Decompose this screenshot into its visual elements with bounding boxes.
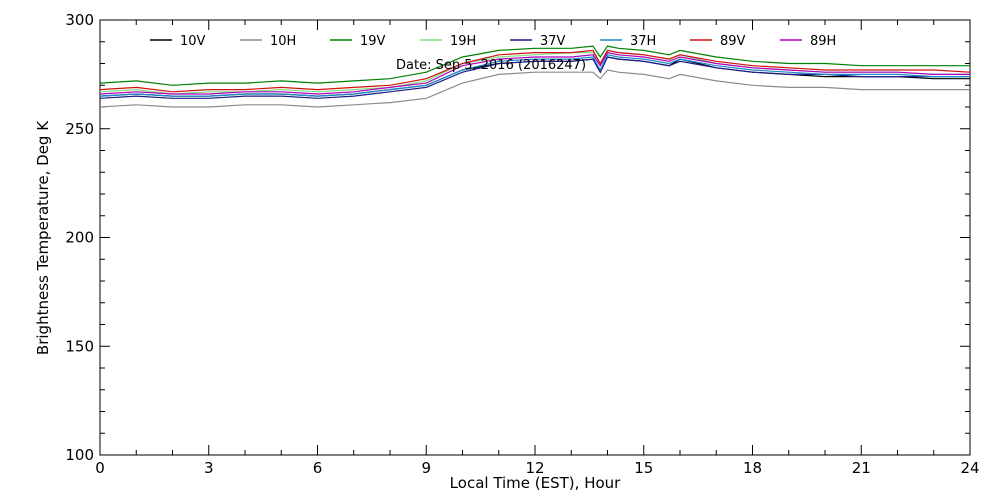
x-tick-label: 9 xyxy=(421,459,431,477)
x-axis-label: Local Time (EST), Hour xyxy=(450,474,621,492)
x-tick-label: 12 xyxy=(525,459,544,477)
legend-label-37v: 37V xyxy=(540,34,566,49)
series-line-89h xyxy=(99,51,970,95)
x-tick-label: 24 xyxy=(960,459,979,477)
x-tick-label: 18 xyxy=(743,459,762,477)
y-axis-label: Brightness Temperature, Deg K xyxy=(34,120,52,355)
series-line-89v xyxy=(99,49,971,93)
y-tick-label: 200 xyxy=(65,229,94,247)
y-tick-label: 250 xyxy=(65,120,94,138)
x-tick-label: 3 xyxy=(204,459,214,477)
legend-label-89h: 89H xyxy=(810,34,836,49)
legend-label-37h: 37H xyxy=(630,34,656,49)
legend-label-10v: 10V xyxy=(180,34,206,49)
y-tick-label: 100 xyxy=(65,446,94,464)
x-tick-label: 0 xyxy=(95,459,105,477)
x-tick-label: 15 xyxy=(634,459,653,477)
y-tick-label: 150 xyxy=(65,337,94,355)
series-line-10h xyxy=(99,69,970,108)
legend: 10V 10H 19V 19H 37V 37H 89V 89H xyxy=(150,34,836,49)
legend-label-19h: 19H xyxy=(450,34,476,49)
series-lines xyxy=(99,45,971,108)
axis-ticks: 0 3 6 9 12 15 18 21 24 100 150 200 250 300 xyxy=(65,11,979,477)
x-tick-label: 21 xyxy=(852,459,871,477)
y-tick-label: 300 xyxy=(65,11,94,29)
legend-label-10h: 10H xyxy=(270,34,296,49)
series-line-37v xyxy=(99,56,970,99)
legend-label-89v: 89V xyxy=(720,34,746,49)
x-tick-label: 6 xyxy=(313,459,323,477)
legend-label-19v: 19V xyxy=(360,34,386,49)
date-annotation: Date: Sep 5, 2016 (2016247) xyxy=(396,58,586,73)
series-line-19v xyxy=(99,45,970,86)
plot-frame xyxy=(99,19,971,456)
series-line-37h xyxy=(99,54,970,97)
